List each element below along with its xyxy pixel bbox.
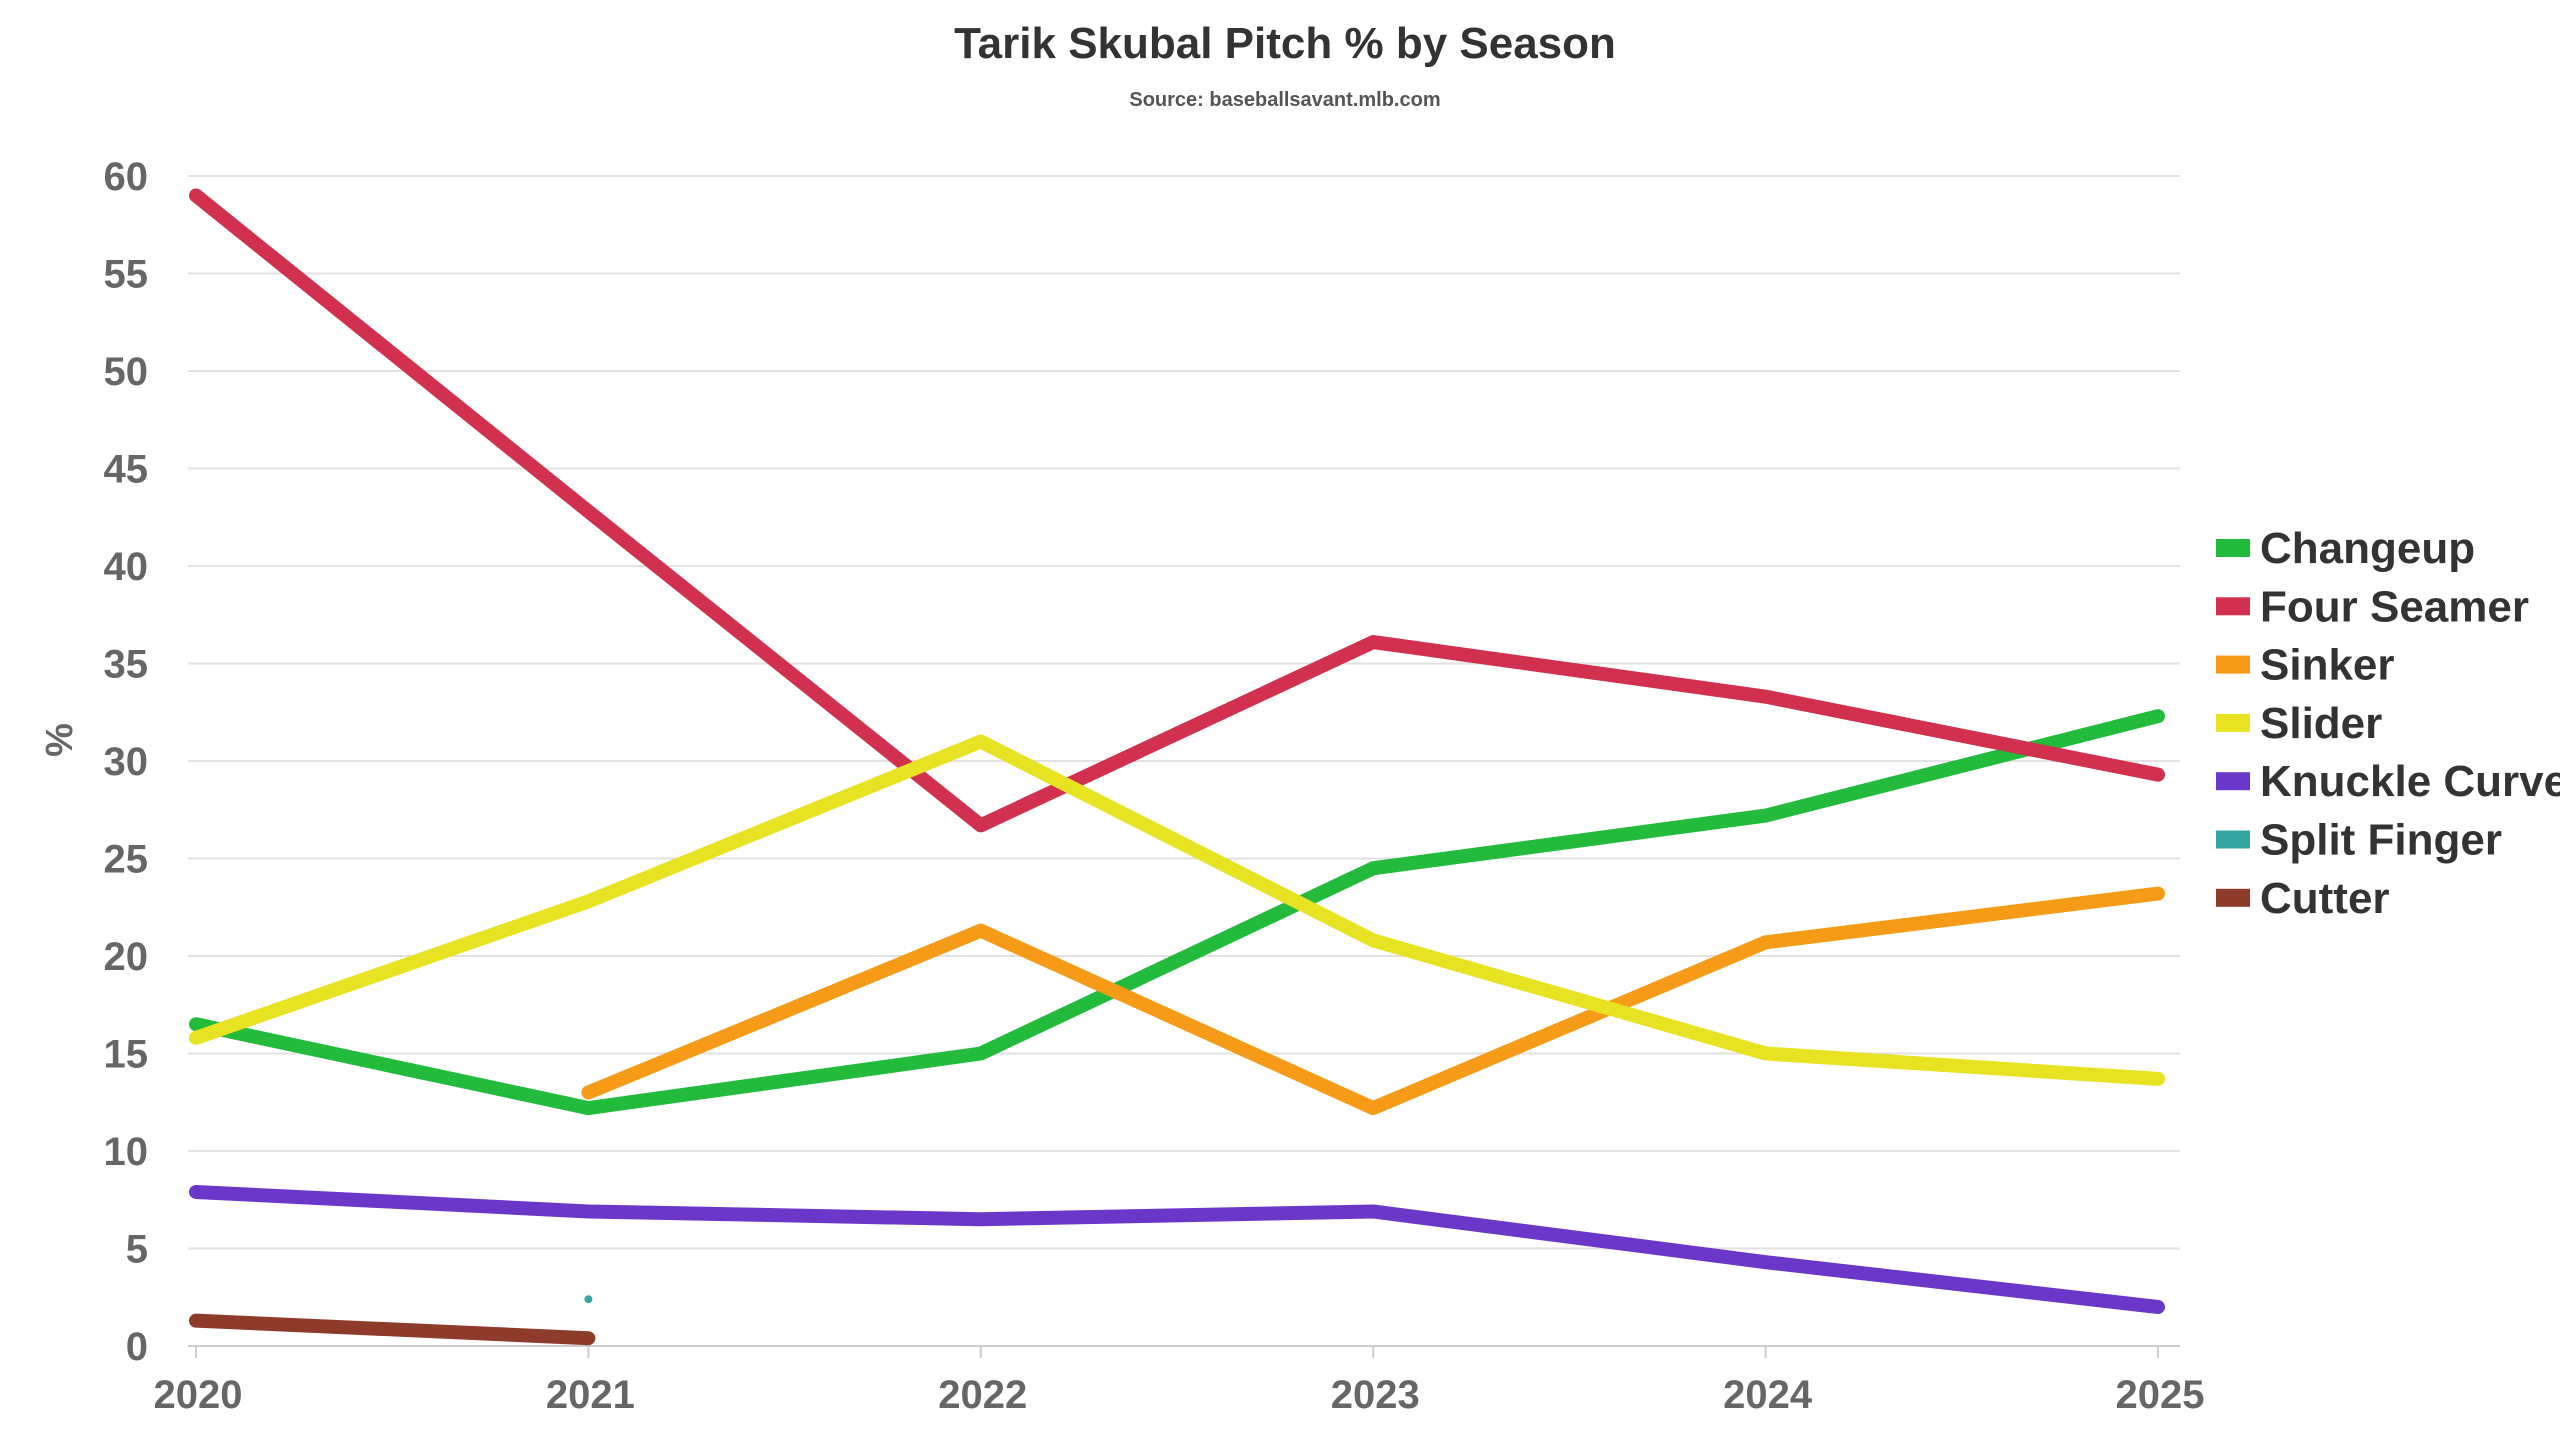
series-line-four-seamer: [189, 188, 2165, 833]
legend-swatch-changeup: [2216, 539, 2250, 557]
legend-label-sinker: Sinker: [2260, 641, 2395, 690]
legend-label-changeup: Changeup: [2260, 524, 2475, 573]
x-tick-label: 2024: [1723, 1373, 1813, 1417]
legend-label-split-finger: Split Finger: [2260, 816, 2502, 865]
grid-lines: [188, 175, 2180, 1347]
legend-swatch-slider: [2216, 713, 2250, 732]
chart-title: Tarik Skubal Pitch % by Season: [954, 19, 1616, 68]
y-tick-label: 35: [104, 643, 149, 687]
legend-label-slider: Slider: [2260, 699, 2382, 748]
x-axis-ticks: 2020 2021 2022 2023 2024 2025: [154, 1346, 2205, 1417]
legend-swatch-four-seamer: [2216, 597, 2250, 616]
x-tick-label: 2025: [2116, 1373, 2205, 1417]
legend-swatch-split-finger: [2216, 830, 2250, 849]
legend-label-cutter: Cutter: [2260, 874, 2390, 923]
x-tick-label: 2023: [1331, 1373, 1420, 1417]
data-point-split-finger: [584, 1295, 593, 1304]
series-group: [189, 188, 2165, 1346]
y-tick-label: 50: [104, 350, 149, 394]
legend-swatch-sinker: [2216, 655, 2250, 674]
y-tick-label: 60: [104, 155, 149, 199]
legend-swatch-cutter: [2216, 888, 2250, 907]
y-tick-label: 40: [104, 545, 149, 589]
y-tick-label: 15: [104, 1033, 149, 1077]
y-tick-label: 10: [104, 1130, 149, 1174]
series-line-changeup: [189, 709, 2165, 1116]
x-tick-label: 2022: [938, 1373, 1027, 1417]
y-tick-label: 0: [126, 1325, 148, 1369]
y-tick-label: 20: [104, 935, 149, 979]
y-tick-label: 45: [104, 448, 149, 492]
y-axis-ticks: 0 5 10 15 20 25 30 35 40 45 50 55 60: [104, 155, 149, 1369]
legend: Changeup Four Seamer Sinker Slider Knuckle C…: [2216, 524, 2560, 923]
y-tick-label: 5: [126, 1228, 148, 1272]
series-line-sinker: [581, 886, 2165, 1116]
y-tick-label: 55: [104, 253, 149, 297]
chart-subtitle: Source: baseballsavant.mlb.com: [1129, 89, 1440, 111]
y-tick-label: 30: [104, 740, 149, 784]
series-line-slider: [189, 734, 2165, 1086]
x-tick-label: 2020: [154, 1373, 243, 1417]
legend-label-knuckle-curve: Knuckle Curve: [2260, 757, 2560, 806]
legend-swatch-knuckle-curve: [2216, 772, 2250, 791]
y-axis-label: %: [39, 723, 81, 757]
x-tick-label: 2021: [546, 1373, 635, 1417]
y-tick-label: 25: [104, 838, 149, 882]
legend-label-four-seamer: Four Seamer: [2260, 582, 2529, 631]
series-line-cutter: [189, 1313, 596, 1346]
series-line-knuckle-curve: [189, 1184, 2165, 1314]
